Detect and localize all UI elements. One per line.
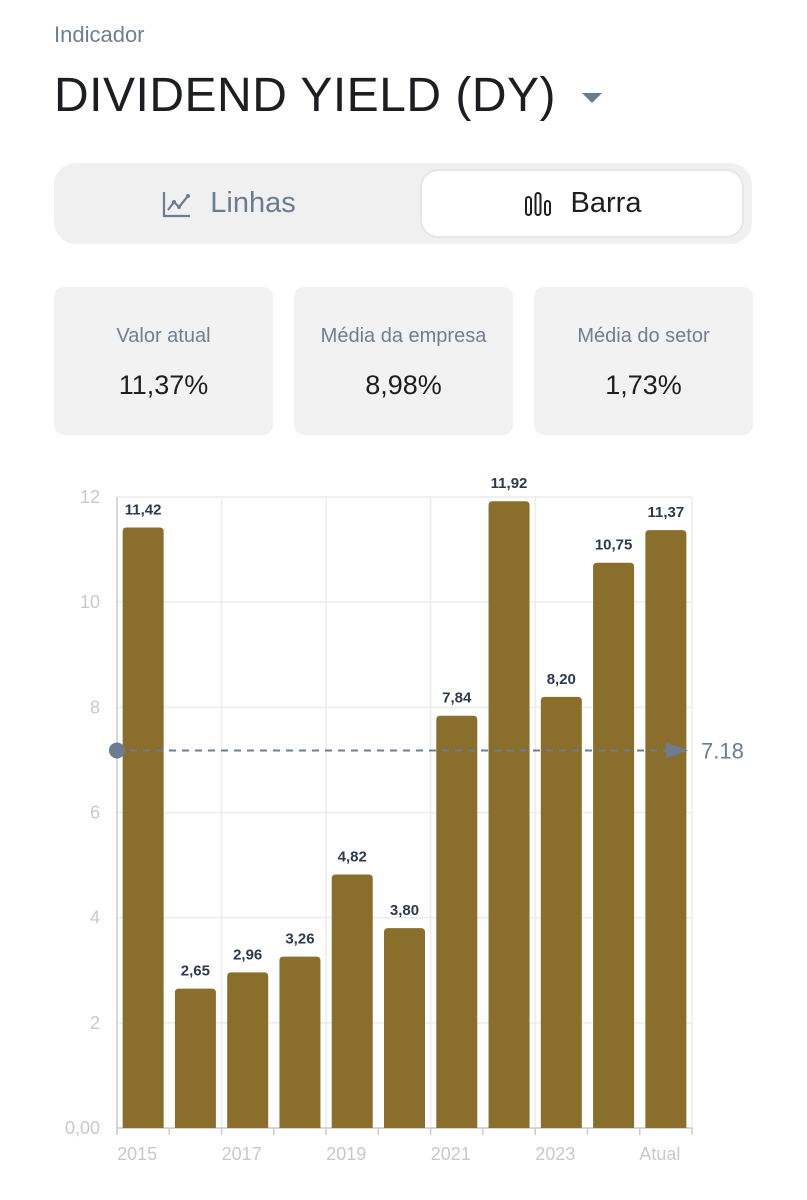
bar (384, 928, 425, 1128)
y-tick-label: 0,00 (65, 1118, 100, 1138)
indicator-selector[interactable]: DIVIDEND YIELD (DY) (54, 66, 603, 126)
bar (279, 956, 321, 1128)
y-tick-label: 8 (90, 697, 100, 717)
y-tick-label: 10 (80, 592, 100, 612)
lines-toggle-label: Linhas (210, 187, 296, 219)
bar-value-label: 11,42 (125, 501, 162, 518)
caret-down-icon[interactable] (582, 93, 603, 103)
x-tick-label: 2021 (431, 1144, 471, 1164)
bar-value-label: 3,26 (285, 931, 314, 948)
sector-average-value: 1,73% (605, 370, 682, 400)
bar-toggle-button[interactable]: Barra (422, 171, 742, 236)
reference-line-label: 7.18 (701, 738, 744, 763)
bar-toggle-label: Barra (570, 187, 642, 219)
bar (593, 562, 635, 1128)
bar (122, 527, 164, 1128)
bar (227, 972, 269, 1128)
x-tick-label: 2015 (117, 1144, 157, 1164)
x-tick-label: Atual (639, 1144, 680, 1164)
bar-value-label: 3,80 (390, 902, 419, 919)
bar-value-label: 8,20 (547, 671, 576, 688)
current-value-card: Valor atual 11,37% (54, 287, 273, 435)
indicator-label: Indicador (54, 22, 145, 47)
reference-start-dot (109, 742, 125, 759)
page-title: DIVIDEND YIELD (DY) (54, 69, 557, 122)
sector-average-card: Média do setor 1,73% (534, 287, 753, 435)
company-average-label: Média da empresa (320, 325, 487, 347)
dividend-yield-bar-chart: 0,00 2 4 6 8 10 12 11,42 2,65 2,96 3,26 4,82 3,80 7,8… (65, 475, 744, 1164)
bar (540, 696, 582, 1128)
reference-arrow-icon (666, 742, 688, 759)
y-tick-label: 2 (90, 1013, 100, 1033)
x-tick-label: 2019 (326, 1144, 366, 1164)
sector-average-label: Média do setor (577, 325, 710, 347)
bar-value-label: 4,82 (338, 849, 367, 866)
bar (331, 874, 373, 1128)
company-average-value: 8,98% (365, 370, 442, 400)
x-tick-label: 2017 (222, 1144, 262, 1164)
lines-toggle-button[interactable]: Linhas (69, 171, 389, 236)
x-tick-label: 2023 (535, 1144, 575, 1164)
line-chart-icon (163, 191, 191, 217)
bar-chart-icon (524, 191, 551, 216)
bar-value-label: 2,65 (181, 963, 210, 980)
bar (488, 501, 530, 1128)
y-tick-label: 6 (90, 803, 100, 823)
bar (645, 530, 687, 1128)
company-average-card: Média da empresa 8,98% (294, 287, 513, 435)
bar-value-label: 10,75 (595, 537, 633, 554)
y-tick-label: 12 (80, 487, 100, 507)
bar (436, 715, 478, 1128)
bar-value-label: 11,37 (648, 504, 685, 521)
chart-type-toggle: Linhas Barra (54, 163, 752, 244)
bar-value-label: 7,84 (442, 690, 472, 707)
current-value-label: Valor atual (116, 325, 211, 347)
bar-value-label: 11,92 (491, 475, 528, 492)
bar (174, 988, 216, 1128)
current-value: 11,37% (118, 370, 209, 400)
bar-value-label: 2,96 (233, 946, 262, 963)
y-tick-label: 4 (90, 908, 100, 928)
